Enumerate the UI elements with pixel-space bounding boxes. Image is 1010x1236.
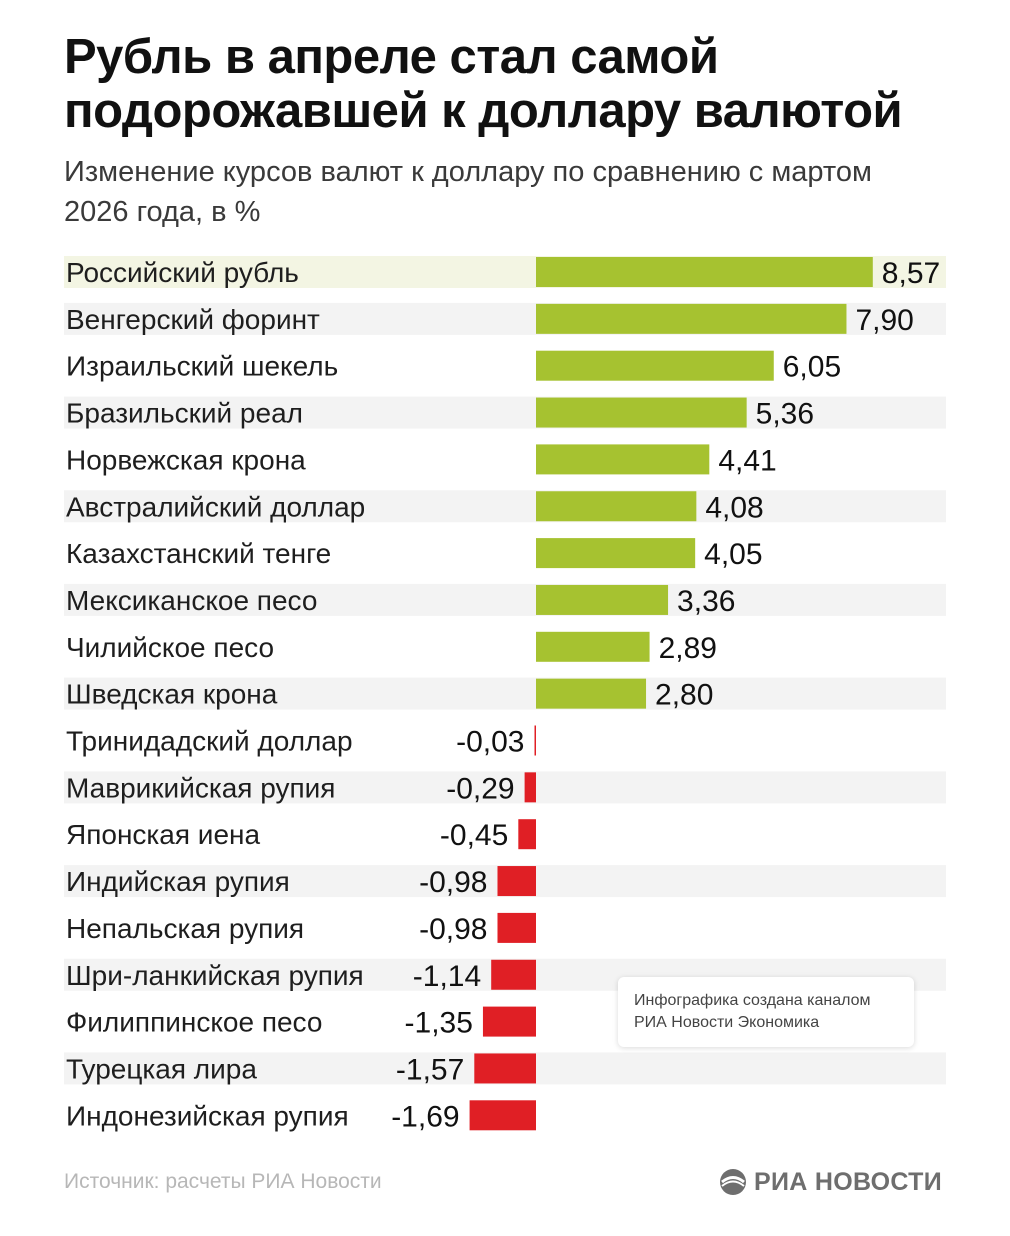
value-label: -1,35 <box>405 1007 473 1040</box>
bar <box>536 350 774 381</box>
value-label: 4,05 <box>704 538 762 571</box>
info-note-line2: РИА Новости Экономика <box>634 1014 820 1031</box>
value-label: -0,29 <box>446 772 514 805</box>
bar <box>536 257 873 287</box>
bar <box>536 491 697 522</box>
category-label: Маврикийская рупия <box>66 772 335 803</box>
row-stripe <box>64 396 946 429</box>
category-label: Австралийский доллар <box>66 491 365 522</box>
bar <box>497 866 536 897</box>
category-label: Мексиканское песо <box>66 585 317 616</box>
category-label: Тринидадский доллар <box>66 726 353 757</box>
bar <box>524 772 536 803</box>
ria-novosti-logo: РИА НОВОСТИ <box>718 1165 942 1199</box>
category-label: Индийская рупия <box>66 866 290 897</box>
row-stripe <box>64 677 946 710</box>
bar <box>536 303 847 334</box>
bar <box>469 1100 536 1131</box>
bar <box>518 819 536 850</box>
row-stripe <box>64 490 946 523</box>
category-label: Российский рубль <box>66 257 299 288</box>
value-label: 6,05 <box>783 351 841 384</box>
value-label: -0,98 <box>419 866 487 899</box>
bar <box>536 397 747 428</box>
info-note-box: Инфографика создана каналом РИА Новости … <box>618 977 914 1047</box>
value-label: 2,89 <box>659 632 717 665</box>
category-label: Индонезийская рупия <box>66 1100 349 1131</box>
value-label: -1,14 <box>413 960 481 993</box>
bar <box>536 631 650 662</box>
category-label: Шведская крона <box>66 679 278 710</box>
info-note-line1: Инфографика создана каналом <box>634 992 871 1009</box>
category-label: Чилийское песо <box>66 632 274 663</box>
value-label: 3,36 <box>677 585 735 618</box>
category-label: Шри-ланкийская рупия <box>66 960 364 991</box>
category-label: Непальская рупия <box>66 913 304 944</box>
value-label: -0,03 <box>456 726 524 759</box>
bar <box>482 1006 536 1037</box>
value-label: -1,57 <box>396 1053 464 1086</box>
chart-subtitle-line2: 2026 года, в % <box>64 196 261 228</box>
value-label: 7,90 <box>855 304 913 337</box>
chart-title: Рубль в апреле стал самой подорожавшей к… <box>64 30 964 138</box>
bar <box>534 725 536 756</box>
value-label: 4,08 <box>705 491 763 524</box>
bar <box>536 584 669 615</box>
chart-title-line2: подорожавшей к доллару валютой <box>64 84 903 138</box>
value-label: 4,41 <box>718 444 776 477</box>
bar <box>497 912 536 943</box>
bar <box>536 678 647 709</box>
ria-novosti-logo-icon <box>720 1169 746 1195</box>
bar <box>474 1053 536 1084</box>
category-label: Японская иена <box>66 819 260 850</box>
bar <box>491 959 536 990</box>
chart-title-line1: Рубль в апреле стал самой <box>64 30 719 84</box>
chart-subtitle: Изменение курсов валют к доллару по срав… <box>64 152 944 232</box>
category-label: Филиппинское песо <box>66 1007 322 1038</box>
category-label: Бразильский реал <box>66 398 303 429</box>
category-label: Норвежская крона <box>66 444 306 475</box>
value-label: -1,69 <box>391 1100 459 1133</box>
bar <box>536 444 710 475</box>
category-label: Израильский шекель <box>66 351 338 382</box>
value-label: -0,45 <box>440 819 508 852</box>
value-label: -0,98 <box>419 913 487 946</box>
value-label: 2,80 <box>655 679 713 712</box>
bar <box>536 538 696 569</box>
row-stripe <box>64 583 946 616</box>
category-label: Казахстанский тенге <box>66 538 331 569</box>
category-label: Венгерский форинт <box>66 304 320 335</box>
category-label: Турецкая лира <box>66 1053 257 1084</box>
row-stripe <box>64 771 946 804</box>
ria-novosti-logo-text: РИА НОВОСТИ <box>754 1167 942 1196</box>
chart-subtitle-line1: Изменение курсов валют к доллару по срав… <box>64 156 872 188</box>
value-label: 5,36 <box>756 398 814 431</box>
source-note: Источник: расчеты РИА Новости <box>64 1170 382 1193</box>
value-label: 8,57 <box>882 257 940 290</box>
